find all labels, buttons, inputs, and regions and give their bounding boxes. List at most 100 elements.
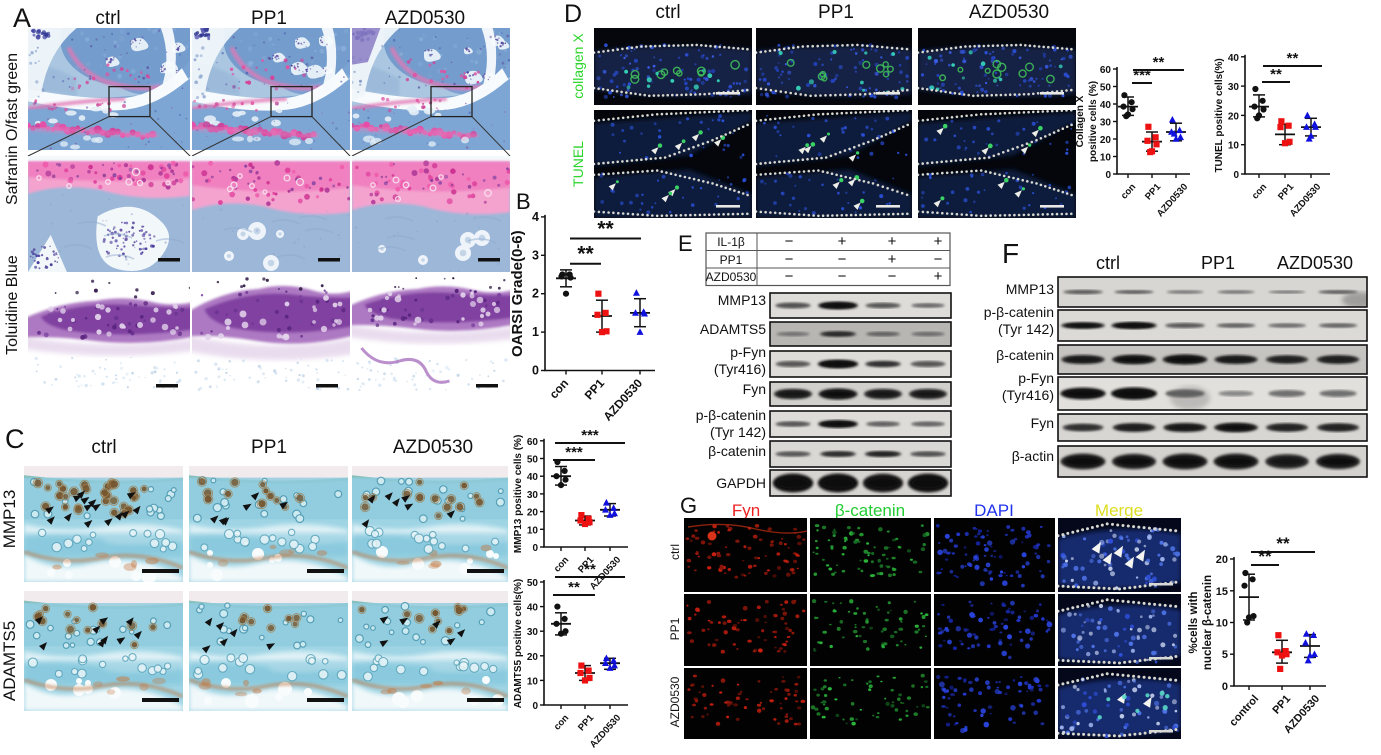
svg-text:A: A xyxy=(13,3,31,33)
svg-text:AZD0530: AZD0530 xyxy=(668,676,682,727)
svg-text:2: 2 xyxy=(532,287,539,301)
svg-text:1: 1 xyxy=(532,325,539,339)
svg-text:+: + xyxy=(888,233,897,250)
svg-text:−: − xyxy=(785,268,794,285)
svg-text:**: ** xyxy=(1153,54,1165,71)
svg-text:GAPDH: GAPDH xyxy=(716,475,766,491)
svg-text:p-β-catenin: p-β-catenin xyxy=(696,407,766,423)
svg-text:TUNEL: TUNEL xyxy=(570,141,586,187)
svg-text:G: G xyxy=(680,493,697,518)
svg-text:β-catenin: β-catenin xyxy=(835,501,905,520)
svg-text:−: − xyxy=(888,268,897,285)
svg-text:0: 0 xyxy=(1222,681,1228,693)
svg-text:***: *** xyxy=(565,444,583,461)
svg-text:(Tyr416): (Tyr416) xyxy=(1002,387,1054,403)
svg-text:**: ** xyxy=(1276,534,1290,553)
svg-text:10: 10 xyxy=(527,676,539,687)
svg-text:**: ** xyxy=(577,243,594,266)
svg-text:nuclear β-catenin: nuclear β-catenin xyxy=(1202,575,1214,670)
svg-text:p-Fyn: p-Fyn xyxy=(730,344,766,360)
svg-text:(Tyr 142): (Tyr 142) xyxy=(998,321,1054,337)
svg-text:30: 30 xyxy=(527,627,539,638)
svg-text:50: 50 xyxy=(1100,83,1112,94)
svg-text:Safranin O/fast green: Safranin O/fast green xyxy=(4,53,21,205)
svg-text:0: 0 xyxy=(1105,170,1111,181)
svg-text:**: ** xyxy=(597,218,614,241)
svg-text:MMP13: MMP13 xyxy=(718,292,766,308)
svg-text:20: 20 xyxy=(1100,135,1112,146)
svg-text:collagen X: collagen X xyxy=(570,33,586,99)
svg-text:OARSI Grade(0-6): OARSI Grade(0-6) xyxy=(509,230,526,357)
svg-text:ADAMTS5 positive cells(%): ADAMTS5 positive cells(%) xyxy=(513,579,524,708)
svg-text:ADAMTS5: ADAMTS5 xyxy=(0,621,19,701)
svg-text:40: 40 xyxy=(1100,100,1112,111)
svg-text:20: 20 xyxy=(1216,554,1228,566)
svg-text:AZD0530: AZD0530 xyxy=(393,437,473,458)
svg-text:40: 40 xyxy=(1228,53,1240,64)
svg-text:0: 0 xyxy=(1233,170,1239,181)
svg-text:D: D xyxy=(564,0,582,28)
svg-text:**: ** xyxy=(1270,66,1282,83)
svg-text:10: 10 xyxy=(1216,618,1228,630)
svg-text:Toluidine Blue: Toluidine Blue xyxy=(4,255,21,355)
svg-text:PP1: PP1 xyxy=(818,2,854,23)
svg-text:4: 4 xyxy=(532,210,539,224)
svg-text:AZD0530: AZD0530 xyxy=(1277,253,1353,273)
svg-text:positive cells (%): positive cells (%) xyxy=(1088,81,1099,162)
svg-text:**: ** xyxy=(1287,50,1299,67)
svg-text:0: 0 xyxy=(532,364,539,378)
svg-text:TUNEL positive cells(%): TUNEL positive cells(%) xyxy=(1214,58,1225,172)
svg-text:50: 50 xyxy=(527,455,539,466)
svg-text:ctrl: ctrl xyxy=(668,544,682,560)
svg-text:%cells with: %cells with xyxy=(1188,592,1200,654)
svg-text:−: − xyxy=(838,251,847,268)
svg-text:MMP13: MMP13 xyxy=(0,490,19,549)
svg-text:10: 10 xyxy=(1228,141,1240,152)
svg-text:+: + xyxy=(934,268,943,285)
svg-text:(Tyr 142): (Tyr 142) xyxy=(710,424,766,440)
svg-text:MMP13: MMP13 xyxy=(1006,281,1054,297)
svg-text:AZD0530: AZD0530 xyxy=(969,2,1049,23)
svg-text:ctrl: ctrl xyxy=(95,8,120,29)
svg-text:F: F xyxy=(1002,238,1019,269)
svg-text:PP1: PP1 xyxy=(251,8,287,29)
svg-text:5: 5 xyxy=(1222,649,1228,661)
svg-text:C: C xyxy=(5,424,25,454)
svg-text:Fyn: Fyn xyxy=(743,381,766,397)
svg-text:B: B xyxy=(516,189,531,214)
svg-text:PP1: PP1 xyxy=(251,437,287,458)
svg-text:p-β-catenin: p-β-catenin xyxy=(984,304,1054,320)
svg-text:ctrl: ctrl xyxy=(91,437,116,458)
svg-text:IL-1β: IL-1β xyxy=(717,235,745,249)
svg-text:ctrl: ctrl xyxy=(655,2,680,23)
svg-text:β-actin: β-actin xyxy=(1012,448,1054,464)
svg-text:**: ** xyxy=(584,561,596,578)
svg-text:50: 50 xyxy=(527,578,539,589)
svg-text:+: + xyxy=(888,251,897,268)
svg-text:Fyn: Fyn xyxy=(732,501,760,520)
svg-text:0: 0 xyxy=(532,543,538,554)
svg-text:40: 40 xyxy=(527,603,539,614)
svg-text:30: 30 xyxy=(1100,118,1112,129)
svg-text:PP1: PP1 xyxy=(720,253,743,267)
svg-text:(Tyr416): (Tyr416) xyxy=(714,361,766,377)
svg-text:**: ** xyxy=(1258,547,1272,566)
svg-text:0: 0 xyxy=(532,701,538,712)
svg-text:MMP13 positive cells (%): MMP13 positive cells (%) xyxy=(513,435,524,553)
svg-text:+: + xyxy=(838,233,847,250)
svg-text:AZD0530: AZD0530 xyxy=(706,270,757,284)
svg-text:**: ** xyxy=(568,579,580,596)
svg-text:E: E xyxy=(678,231,693,256)
svg-text:β-catenin: β-catenin xyxy=(996,347,1054,363)
svg-text:Merge: Merge xyxy=(1095,501,1143,520)
svg-text:60: 60 xyxy=(1100,65,1112,76)
svg-text:−: − xyxy=(785,251,794,268)
svg-text:ctrl: ctrl xyxy=(1096,253,1120,273)
svg-text:30: 30 xyxy=(527,490,539,501)
svg-text:Collagen X: Collagen X xyxy=(1075,95,1086,147)
svg-text:***: *** xyxy=(581,427,599,444)
svg-text:ADAMTS5: ADAMTS5 xyxy=(700,321,766,337)
svg-text:10: 10 xyxy=(527,525,539,536)
svg-text:***: *** xyxy=(1133,67,1151,84)
svg-text:−: − xyxy=(785,233,794,250)
